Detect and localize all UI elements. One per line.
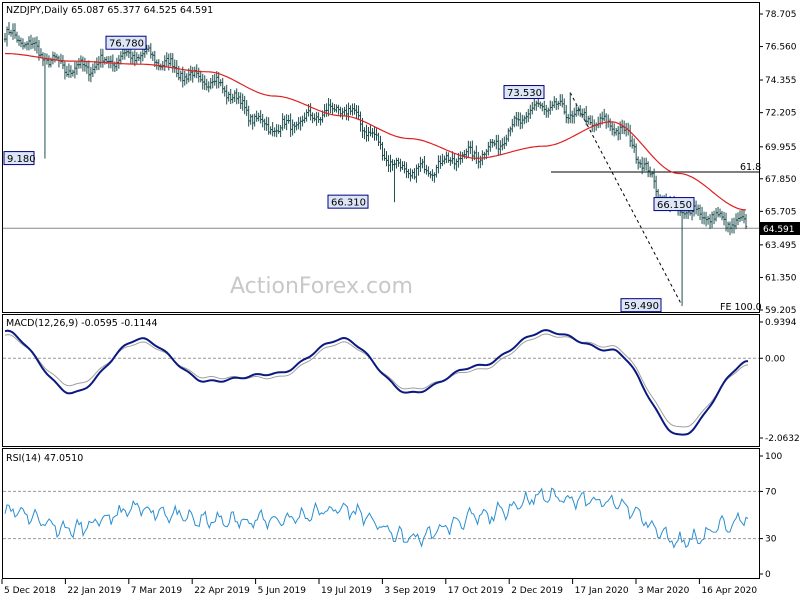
price-bar — [744, 213, 748, 230]
macd-y-tick-label: 0.00 — [765, 354, 785, 364]
price-labels-layer: 9.180 76.780 66.310 73.530 59.490 66.150 — [3, 35, 695, 313]
macd-layer — [3, 329, 759, 436]
main-y-tick-label: 72.205 — [765, 109, 797, 119]
price-label: 73.530 — [503, 85, 545, 100]
current-price-box — [760, 222, 800, 235]
projection-dashed-line — [569, 92, 683, 306]
macd-y-axis: 0.9394 0.00 -2.0632 — [759, 318, 800, 444]
x-tick-label: 2 Dec 2019 — [511, 586, 563, 596]
main-y-tick-label: 67.850 — [765, 175, 797, 185]
price-label-text: 59.490 — [624, 301, 659, 312]
price-label-text: 76.780 — [109, 39, 144, 50]
rsi-panel-frame — [2, 448, 760, 579]
rsi-y-axis: 100 70 30 0 — [759, 452, 782, 580]
price-label-box — [105, 35, 147, 50]
x-tick-label: 16 Apr 2020 — [701, 586, 757, 596]
rsi-y-tick-label: 70 — [765, 487, 777, 497]
x-tick-label: 7 Mar 2019 — [131, 586, 183, 596]
x-tick-label: 5 Dec 2018 — [4, 586, 56, 596]
price-label-text: 73.530 — [507, 88, 542, 99]
moving-average-layer — [4, 52, 747, 211]
macd-y-tick-label: 0.9394 — [765, 318, 797, 328]
price-label: 76.780 — [105, 35, 147, 50]
x-tick-label: 5 Jun 2019 — [258, 586, 307, 596]
main-y-tick-label: 74.355 — [765, 76, 797, 86]
x-tick-label: 19 Jul 2019 — [321, 586, 372, 596]
price-label-text: 9.180 — [7, 154, 36, 165]
x-tick-label: 3 Mar 2020 — [638, 586, 690, 596]
main-y-tick-label: 63.495 — [765, 241, 797, 251]
price-label-text: 66.310 — [331, 198, 366, 209]
x-tick-label: 17 Oct 2019 — [448, 586, 504, 596]
main-y-tick-label: 69.955 — [765, 143, 797, 153]
main-panel-title: NZDJPY,Daily 65.087 65.377 64.525 64.591 — [6, 5, 213, 16]
main-y-tick-label: 61.350 — [765, 273, 797, 283]
macd-panel-frame — [2, 314, 760, 447]
x-tick-label: 3 Sep 2019 — [384, 586, 436, 596]
main-y-tick-label: 65.705 — [765, 207, 797, 217]
price-label-box — [327, 194, 369, 209]
rsi-y-tick-label: 0 — [765, 570, 771, 580]
watermark: ActionForex.com — [230, 274, 413, 299]
rsi-layer — [3, 487, 759, 549]
main-y-tick-label: 76.560 — [765, 43, 797, 53]
rsi-line — [4, 487, 749, 549]
main-y-tick-label: 59.205 — [765, 306, 797, 316]
macd-main-line — [4, 329, 749, 436]
lines-layer — [3, 92, 759, 306]
price-label: 66.150 — [653, 197, 695, 212]
macd-panel-title: MACD(12,26,9) -0.0595 -0.1144 — [6, 318, 158, 329]
price-label-box — [503, 85, 545, 100]
rsi-y-tick-label: 100 — [765, 452, 782, 462]
fib-618-label: 61.8 — [740, 162, 761, 173]
price-label: 66.310 — [327, 194, 369, 209]
price-label-box — [620, 298, 662, 313]
price-bars-layer — [3, 22, 748, 306]
price-label: 59.490 — [620, 298, 662, 313]
price-label-box — [653, 197, 695, 212]
rsi-panel-title: RSI(14) 47.0510 — [6, 453, 83, 464]
x-tick-label: 22 Jan 2019 — [67, 586, 121, 596]
fe-100-label: FE 100.0 — [720, 302, 762, 313]
macd-y-tick-label: -2.0632 — [765, 434, 800, 444]
x-axis: 5 Dec 2018 22 Jan 2019 7 Mar 2019 22 Apr 20… — [1, 579, 757, 596]
x-tick-label: 17 Jan 2020 — [575, 586, 629, 596]
moving-average-line — [4, 52, 747, 211]
main-y-tick-label: 78.705 — [765, 10, 797, 20]
price-label-box — [3, 151, 35, 166]
x-tick-label: 22 Apr 2019 — [194, 586, 250, 596]
price-label-text: 66.150 — [657, 200, 692, 211]
rsi-y-tick-label: 30 — [765, 535, 777, 545]
main-y-axis: 78.705 76.560 74.355 72.205 69.955 67.850 65.7… — [759, 10, 797, 316]
price-label: 9.180 — [3, 151, 36, 166]
current-price-label: 64.591 — [763, 225, 795, 235]
